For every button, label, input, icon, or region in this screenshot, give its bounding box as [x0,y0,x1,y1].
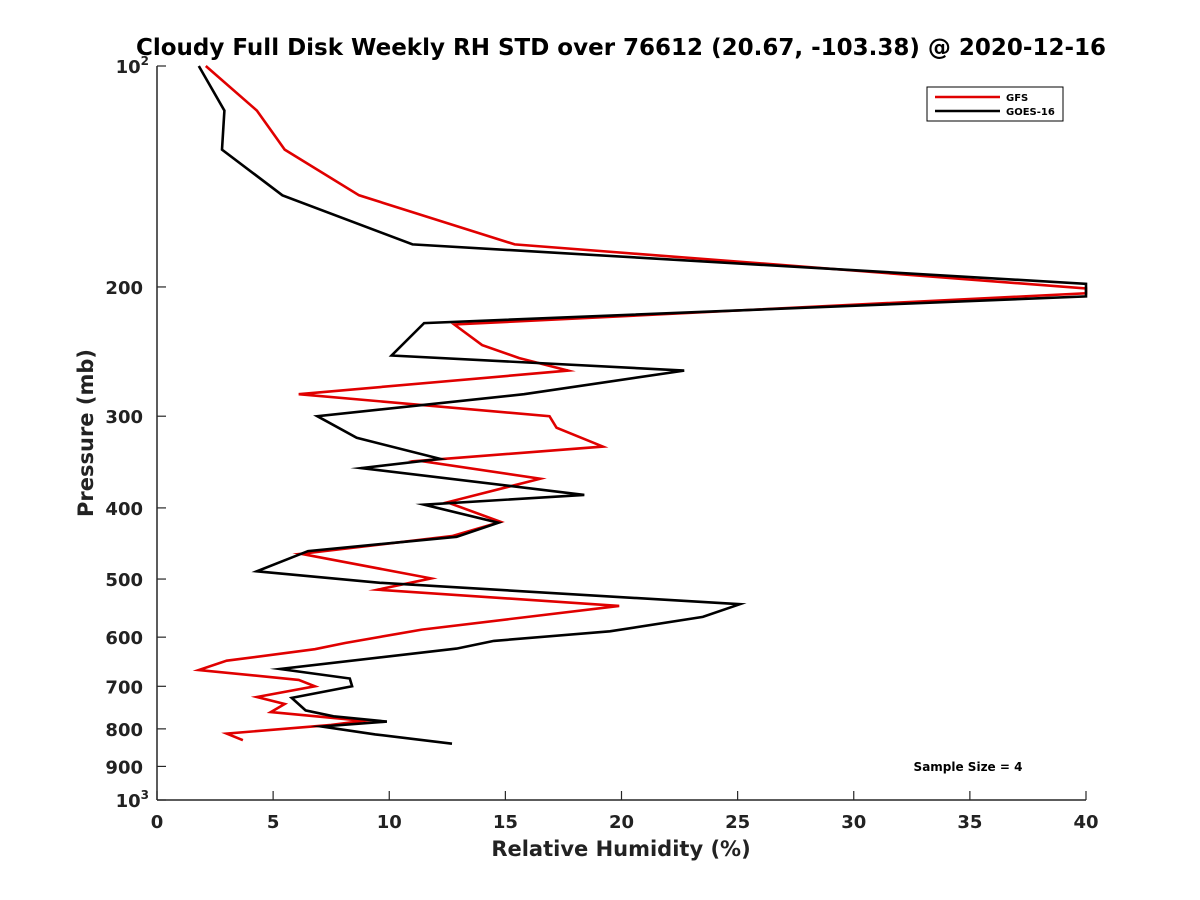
series-line-goes-16 [197,65,1088,745]
legend-label-goes-16: GOES-16 [1006,107,1055,118]
x-tick-label: 10 [377,812,402,833]
y-tick-label: 800 [105,720,143,741]
y-tick-label: 500 [105,570,143,591]
series-line-gfs [192,65,1088,742]
y-tick-label: 102 [116,54,149,78]
y-axis-ticks: 102 200 300 400 500 600 700 800 900 103 [105,54,166,812]
x-tick-label: 30 [841,812,866,833]
x-tick-label: 25 [725,812,750,833]
legend-box [926,86,1064,122]
legend: GFS GOES-16 [926,86,1064,122]
y-tick-label: 103 [116,788,149,812]
y-tick-label: 900 [105,757,143,778]
series-layer [192,65,1088,745]
x-tick-label: 0 [151,812,164,833]
y-tick-label: 600 [105,628,143,649]
sample-size-annotation: Sample Size = 4 [914,760,1023,774]
x-tick-label: 15 [493,812,518,833]
legend-label-gfs: GFS [1006,93,1028,104]
y-tick-label: 200 [105,278,143,299]
x-tick-label: 20 [609,812,634,833]
x-tick-label: 40 [1073,812,1098,833]
chart-title: Cloudy Full Disk Weekly RH STD over 7661… [136,35,1106,61]
x-tick-label: 5 [267,812,280,833]
x-axis-ticks: 0 5 10 15 20 25 30 35 40 [151,791,1099,833]
y-tick-label: 400 [105,499,143,520]
y-axis-label: Pressure (mb) [74,349,98,517]
x-axis-label: Relative Humidity (%) [491,837,750,861]
y-tick-label: 700 [105,677,143,698]
x-tick-label: 35 [957,812,982,833]
y-tick-label: 300 [105,407,143,428]
